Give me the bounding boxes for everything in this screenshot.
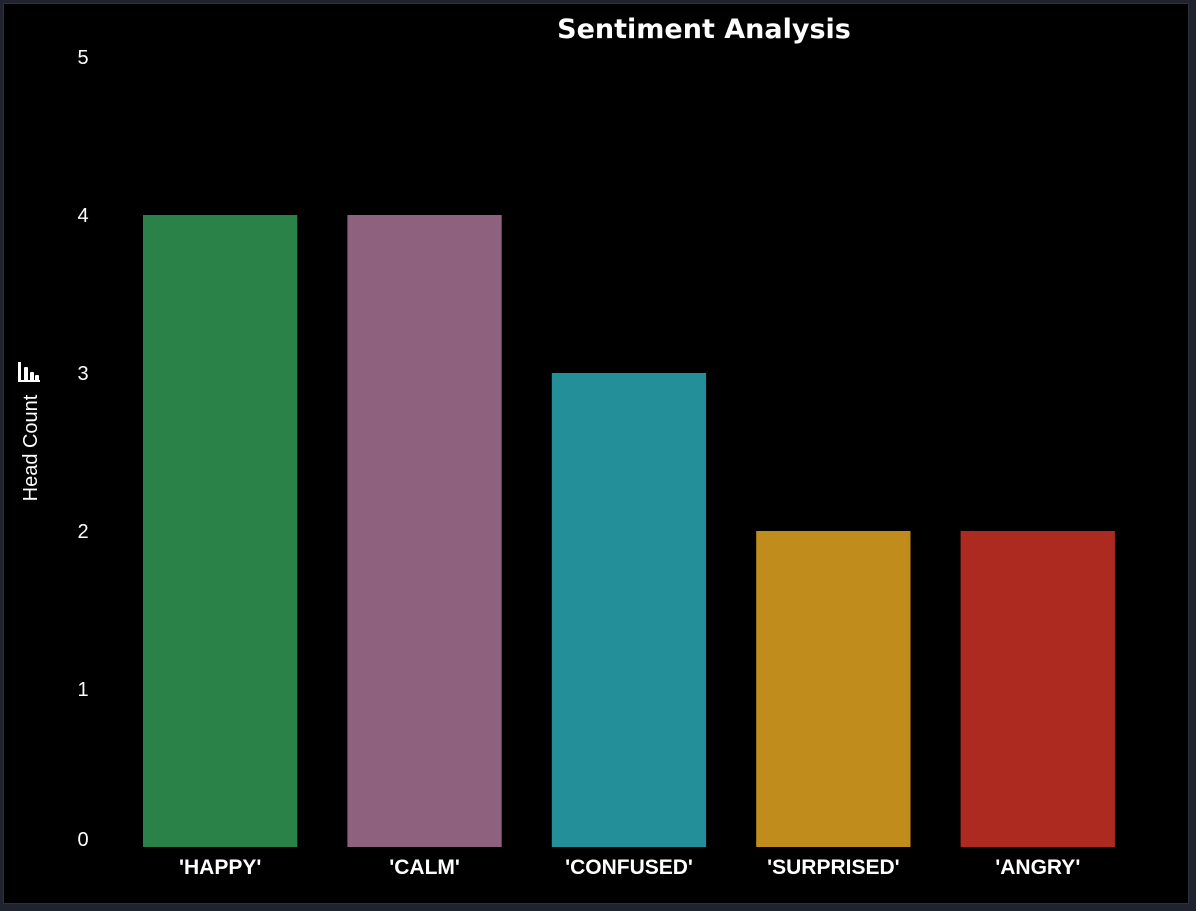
x-tick-label: 'CONFUSED' xyxy=(565,856,693,879)
y-tick-label: 3 xyxy=(77,363,88,385)
x-tick-label: 'CALM' xyxy=(389,856,460,879)
x-tick-label: 'HAPPY' xyxy=(179,856,261,879)
y-tick-label: 5 xyxy=(77,47,88,69)
bar-chart-icon xyxy=(18,362,40,382)
bars xyxy=(143,215,1115,847)
x-axis-ticks: 'HAPPY' 'CALM' 'CONFUSED' 'SURPRISED' 'ANGRY… xyxy=(179,856,1080,879)
y-tick-label: 0 xyxy=(77,829,88,851)
y-tick-label: 4 xyxy=(77,205,88,227)
x-tick-label: 'SURPRISED' xyxy=(767,856,900,879)
y-tick-label: 2 xyxy=(77,521,88,543)
chart-title: Sentiment Analysis xyxy=(557,14,851,45)
y-axis-label: Head Count xyxy=(20,394,42,501)
bar[interactable] xyxy=(347,215,502,847)
x-tick-label: 'ANGRY' xyxy=(995,856,1080,879)
bar[interactable] xyxy=(756,531,911,847)
bar[interactable] xyxy=(551,373,707,847)
y-tick-label: 1 xyxy=(77,679,88,701)
bar[interactable] xyxy=(960,531,1115,847)
y-axis-ticks: 0 1 2 3 4 5 xyxy=(77,47,88,851)
y-axis-label-group: Head Count xyxy=(18,362,42,501)
bar[interactable] xyxy=(143,215,298,847)
